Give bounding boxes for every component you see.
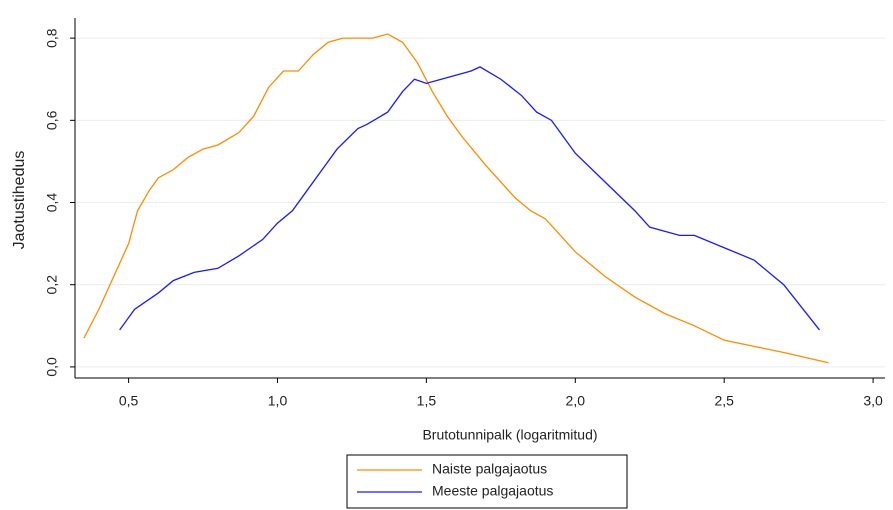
x-tick-label: 2,0 [566, 393, 586, 409]
y-tick-label: 0,2 [44, 275, 60, 295]
legend-label: Naiste palgajaotus [432, 461, 547, 477]
x-tick-label: 2,5 [714, 393, 734, 409]
x-axis-label: Brutotunnipalk (logaritmitud) [422, 427, 597, 443]
y-tick-label: 0,0 [44, 357, 60, 377]
x-tick-label: 1,5 [417, 393, 437, 409]
y-tick-label: 0,8 [44, 28, 60, 48]
x-tick-label: 3,0 [863, 393, 883, 409]
legend-label: Meeste palgajaotus [432, 483, 553, 499]
line-series [119, 66, 820, 331]
y-tick-label: 0,6 [44, 110, 60, 130]
line-series [83, 33, 829, 364]
x-tick-label: 1,0 [268, 393, 288, 409]
y-axis-label: Jaotustihedus [11, 151, 28, 250]
legend-box [346, 454, 628, 509]
y-tick-label: 0,4 [44, 193, 60, 213]
x-tick-label: 0,5 [119, 393, 139, 409]
